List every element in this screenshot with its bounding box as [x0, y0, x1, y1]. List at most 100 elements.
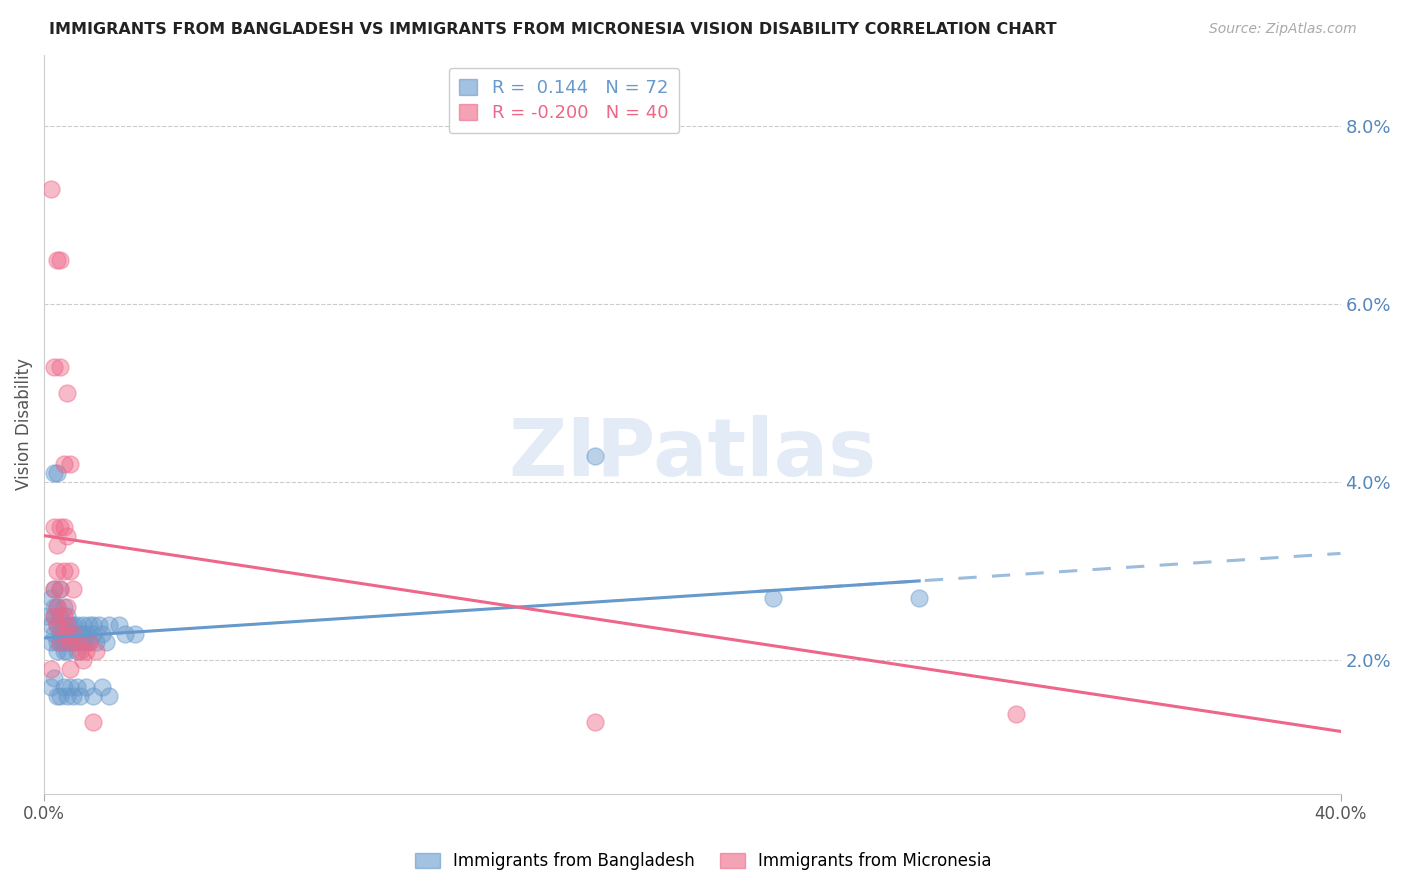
Point: [65, 617, 87, 632]
Point: [49, 635, 72, 649]
Point: [52, 608, 75, 623]
Point: [72, 617, 94, 632]
Point: [62, 689, 84, 703]
Point: [42, 467, 65, 481]
Point: [46, 617, 69, 632]
Point: [39, 181, 62, 195]
Point: [52, 617, 75, 632]
Point: [82, 617, 104, 632]
Point: [46, 599, 69, 614]
Point: [72, 653, 94, 667]
Point: [75, 635, 97, 649]
Point: [89, 617, 111, 632]
Point: [62, 626, 84, 640]
Legend: R =  0.144   N = 72, R = -0.200   N = 40: R = 0.144 N = 72, R = -0.200 N = 40: [449, 68, 679, 133]
Text: Source: ZipAtlas.com: Source: ZipAtlas.com: [1209, 22, 1357, 37]
Point: [52, 635, 75, 649]
Point: [52, 680, 75, 694]
Point: [59, 626, 82, 640]
Point: [39, 680, 62, 694]
Point: [69, 635, 91, 649]
Point: [84, 635, 107, 649]
Point: [59, 617, 82, 632]
Point: [46, 644, 69, 658]
Point: [79, 617, 101, 632]
Point: [56, 617, 79, 632]
Point: [82, 626, 104, 640]
Point: [65, 680, 87, 694]
Point: [69, 644, 91, 658]
Point: [762, 591, 785, 605]
Point: [46, 467, 69, 481]
Point: [75, 680, 97, 694]
Point: [42, 520, 65, 534]
Point: [52, 520, 75, 534]
Point: [62, 635, 84, 649]
Point: [49, 359, 72, 374]
Y-axis label: Vision Disability: Vision Disability: [15, 359, 32, 491]
Point: [56, 617, 79, 632]
Point: [46, 599, 69, 614]
Point: [42, 671, 65, 685]
Point: [59, 458, 82, 472]
Point: [56, 644, 79, 658]
Point: [114, 626, 136, 640]
Point: [39, 635, 62, 649]
Point: [59, 635, 82, 649]
Point: [37, 608, 59, 623]
Text: ZIPatlas: ZIPatlas: [508, 415, 876, 493]
Point: [84, 644, 107, 658]
Point: [107, 617, 129, 632]
Point: [56, 528, 79, 542]
Point: [39, 591, 62, 605]
Point: [52, 564, 75, 578]
Point: [42, 582, 65, 596]
Point: [82, 715, 104, 730]
Point: [39, 662, 62, 676]
Point: [56, 635, 79, 649]
Point: [49, 582, 72, 596]
Point: [79, 635, 101, 649]
Point: [52, 458, 75, 472]
Point: [46, 564, 69, 578]
Point: [75, 644, 97, 658]
Point: [79, 635, 101, 649]
Point: [124, 626, 146, 640]
Point: [46, 689, 69, 703]
Point: [69, 689, 91, 703]
Point: [56, 386, 79, 401]
Point: [1005, 706, 1028, 721]
Text: IMMIGRANTS FROM BANGLADESH VS IMMIGRANTS FROM MICRONESIA VISION DISABILITY CORRE: IMMIGRANTS FROM BANGLADESH VS IMMIGRANTS…: [49, 22, 1057, 37]
Point: [82, 689, 104, 703]
Point: [583, 449, 606, 463]
Point: [62, 582, 84, 596]
Point: [65, 635, 87, 649]
Point: [94, 635, 117, 649]
Point: [49, 608, 72, 623]
Point: [59, 564, 82, 578]
Point: [72, 626, 94, 640]
Point: [56, 599, 79, 614]
Point: [49, 617, 72, 632]
Point: [49, 635, 72, 649]
Point: [49, 626, 72, 640]
Point: [56, 689, 79, 703]
Point: [46, 252, 69, 267]
Point: [91, 680, 114, 694]
Point: [62, 617, 84, 632]
Point: [908, 591, 931, 605]
Point: [583, 715, 606, 730]
Point: [69, 626, 91, 640]
Point: [62, 626, 84, 640]
Point: [65, 635, 87, 649]
Point: [75, 626, 97, 640]
Point: [46, 537, 69, 551]
Point: [72, 635, 94, 649]
Point: [49, 582, 72, 596]
Point: [49, 520, 72, 534]
Point: [97, 617, 120, 632]
Point: [65, 644, 87, 658]
Point: [56, 608, 79, 623]
Point: [59, 680, 82, 694]
Point: [46, 617, 69, 632]
